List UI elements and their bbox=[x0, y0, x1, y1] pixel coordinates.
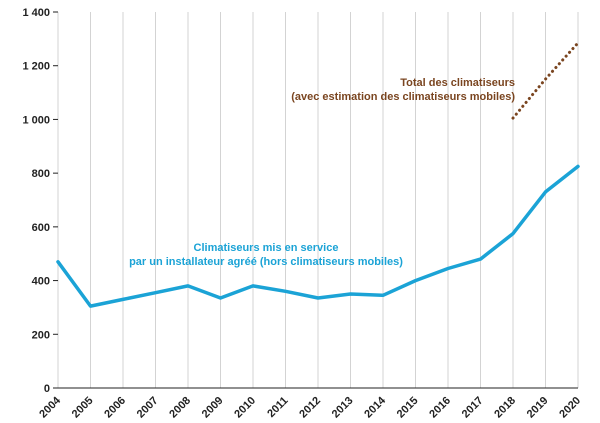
x-tick-label: 2010 bbox=[232, 395, 258, 421]
x-tick-label: 2014 bbox=[362, 394, 388, 420]
y-tick-label: 1 400 bbox=[22, 7, 50, 19]
x-axis-ticks: 2004 2005 2006 2007 2008 2009 2010 2011 2012 2013… bbox=[37, 394, 583, 420]
x-tick-label: 2008 bbox=[167, 395, 193, 421]
y-tick-label: 0 bbox=[44, 383, 50, 395]
y-tick-label: 600 bbox=[32, 222, 50, 234]
y-axis-ticks: 0 200 400 600 800 1 000 1 200 1 400 bbox=[22, 7, 58, 395]
x-tick-label: 2004 bbox=[37, 394, 63, 420]
x-tick-label: 2012 bbox=[297, 395, 323, 421]
x-tick-label: 2018 bbox=[492, 395, 518, 421]
y-tick-label: 1 200 bbox=[22, 61, 50, 73]
series-line-2 bbox=[511, 41, 580, 120]
x-tick-label: 2006 bbox=[102, 395, 128, 421]
x-tick-label: 2016 bbox=[427, 395, 453, 421]
vertical-gridlines bbox=[57, 12, 579, 388]
x-tick-label: 2011 bbox=[265, 395, 290, 420]
y-tick-label: 200 bbox=[32, 329, 50, 341]
x-tick-label: 2009 bbox=[200, 395, 226, 421]
annotations: Climatiseurs mis en service par un instal… bbox=[129, 77, 515, 268]
y-tick-label: 400 bbox=[32, 276, 50, 288]
x-tick-label: 2005 bbox=[70, 395, 96, 421]
series-group bbox=[56, 41, 580, 308]
y-tick-label: 1 000 bbox=[22, 114, 50, 126]
x-tick-label: 2013 bbox=[330, 395, 356, 421]
series-line-1 bbox=[56, 164, 580, 308]
x-tick-label: 2019 bbox=[525, 395, 551, 421]
x-tick-label: 2007 bbox=[135, 395, 161, 421]
annotation-2-line-2: (avec estimation des climatiseurs mobile… bbox=[291, 91, 515, 103]
annotation-1-line-2: par un installateur agréé (hors climatis… bbox=[129, 256, 403, 268]
annotation-2-line-1: Total des climatiseurs bbox=[400, 77, 515, 89]
x-tick-label: 2017 bbox=[460, 395, 486, 421]
y-tick-label: 800 bbox=[32, 168, 50, 180]
x-tick-label: 2015 bbox=[395, 395, 421, 421]
x-tick-label: 2020 bbox=[557, 395, 583, 421]
annotation-1-line-1: Climatiseurs mis en service bbox=[194, 242, 339, 254]
